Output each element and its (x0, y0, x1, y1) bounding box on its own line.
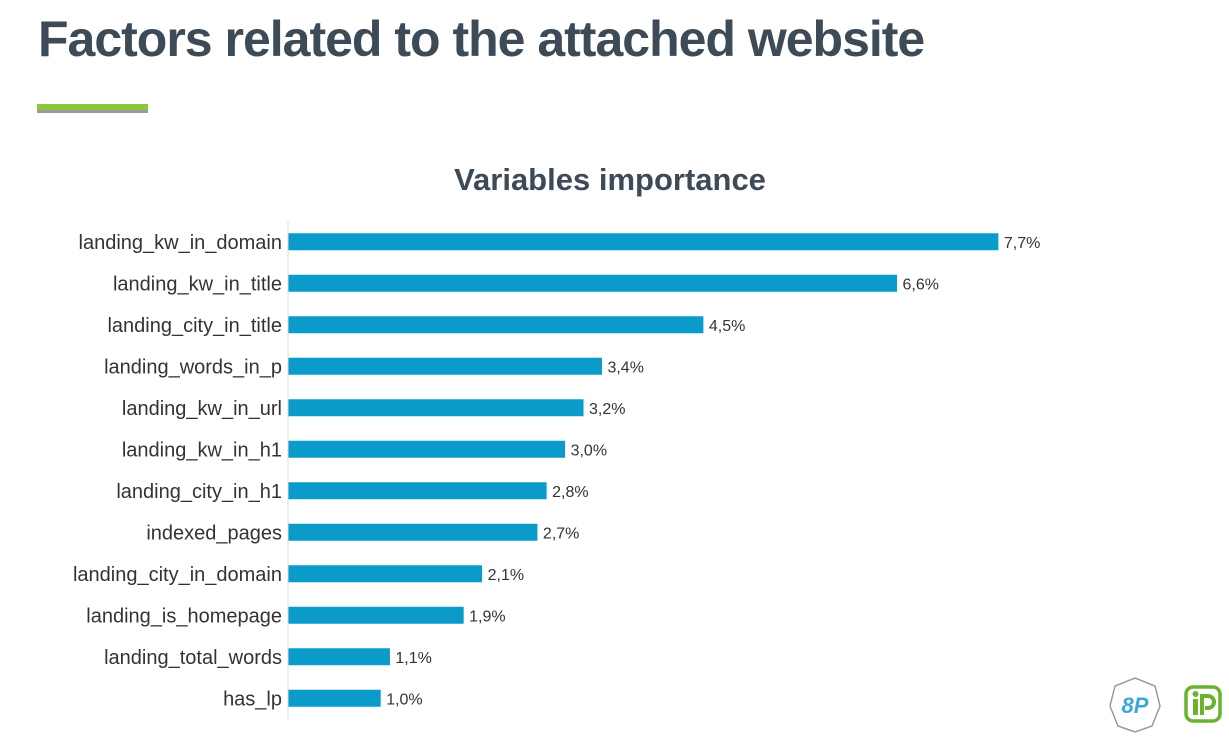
data-label: 6,6% (902, 276, 938, 293)
data-label: 3,2% (589, 401, 625, 418)
category-label: landing_is_homepage (86, 605, 282, 627)
bar (288, 523, 538, 541)
bar (288, 606, 464, 624)
ip-logo-icon (1184, 685, 1222, 723)
bar (288, 565, 483, 583)
bar (288, 482, 547, 500)
8p-logo-text: 8P (1122, 693, 1149, 718)
data-label: 2,8% (552, 484, 588, 501)
category-label: landing_kw_in_title (113, 273, 282, 295)
data-label: 3,0% (571, 442, 607, 459)
bar (288, 316, 704, 334)
category-label: indexed_pages (146, 522, 282, 544)
category-label: has_lp (223, 688, 282, 710)
bar (288, 233, 999, 251)
bar (288, 357, 602, 375)
category-label: landing_kw_in_url (122, 398, 282, 420)
data-label: 7,7% (1004, 235, 1040, 252)
data-label: 1,0% (386, 691, 422, 708)
8p-logo-icon: 8P (1109, 677, 1161, 733)
category-label: landing_city_in_domain (73, 564, 282, 586)
data-label: 2,1% (488, 567, 524, 584)
bar (288, 689, 381, 707)
category-label: landing_words_in_p (104, 356, 282, 378)
bar (288, 440, 566, 458)
data-label: 1,9% (469, 608, 505, 625)
category-label: landing_total_words (104, 647, 282, 669)
bar (288, 399, 584, 417)
slide-title: Factors related to the attached website (38, 11, 925, 67)
data-label: 3,4% (607, 359, 643, 376)
data-label: 4,5% (709, 318, 745, 335)
bar (288, 274, 897, 292)
category-label: landing_kw_in_domain (79, 232, 282, 254)
bar (288, 648, 390, 666)
category-label: landing_city_in_title (107, 315, 282, 337)
title-accent-bar (37, 104, 148, 113)
data-label: 2,7% (543, 525, 579, 542)
data-label: 1,1% (395, 650, 431, 667)
chart-title: Variables importance (454, 162, 766, 197)
category-label: landing_kw_in_h1 (122, 439, 282, 461)
category-label: landing_city_in_h1 (116, 481, 282, 503)
